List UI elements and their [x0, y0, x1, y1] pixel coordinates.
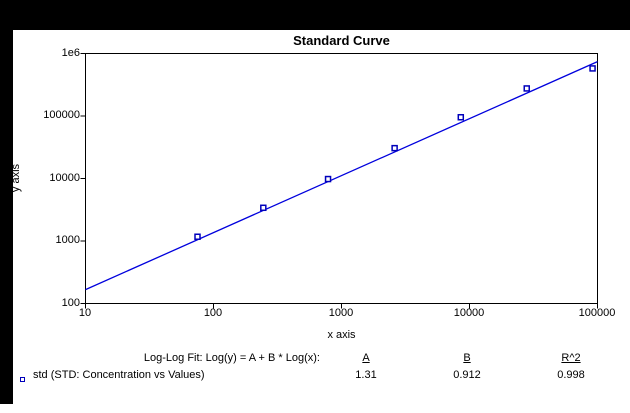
data-point-marker	[260, 204, 267, 212]
y-tick-label: 1e6	[61, 47, 80, 59]
x-tick-label: 10	[78, 307, 92, 319]
data-point-marker	[589, 65, 596, 72]
fit-equation-label: Log-Log Fit: Log(y) = A + B * Log(x):	[143, 352, 320, 364]
y-axis-label: y axis	[10, 163, 22, 193]
y-tick-label: 1000	[55, 234, 80, 246]
left-black-bar	[0, 0, 13, 404]
x-axis-label: x axis	[327, 329, 356, 341]
fit-a-value: 1.31	[355, 369, 377, 381]
top-black-bar	[0, 0, 630, 30]
x-tick-label: 1000	[328, 307, 354, 319]
regression-line	[85, 61, 598, 291]
x-tick-label: 100000	[578, 307, 616, 319]
data-point-marker	[523, 85, 530, 92]
data-point-marker	[194, 233, 201, 240]
plot-border	[85, 53, 598, 304]
y-tick-label: 10000	[49, 172, 80, 184]
data-point-marker	[391, 144, 398, 152]
y-tick-label: 100000	[43, 109, 80, 121]
legend-square-marker-icon	[20, 377, 25, 382]
data-point-marker	[324, 175, 332, 183]
data-point-marker	[457, 113, 465, 121]
x-tick-label: 10000	[453, 307, 485, 319]
fit-r2-value: 0.998	[557, 369, 585, 381]
fit-b-header: B	[463, 352, 471, 364]
fit-a-header: A	[362, 352, 370, 364]
fit-r2-header: R^2	[561, 352, 581, 364]
fit-b-value: 0.912	[453, 369, 481, 381]
y-tick-label: 100	[61, 297, 80, 309]
legend-label: std (STD: Concentration vs Values)	[33, 369, 205, 381]
x-tick-label: 100	[203, 307, 223, 319]
chart-title: Standard Curve	[293, 33, 390, 48]
